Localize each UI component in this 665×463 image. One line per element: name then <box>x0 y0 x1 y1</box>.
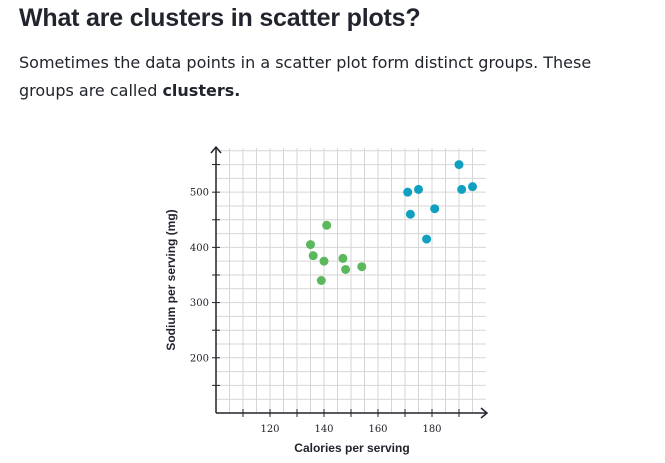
x-tick-label: 160 <box>368 424 387 435</box>
chart-points <box>306 160 477 285</box>
intro-text: Sometimes the data points in a scatter p… <box>19 53 592 100</box>
chart-grid <box>216 148 486 413</box>
x-axis-arrow-icon <box>480 407 489 419</box>
y-axis-arrow-icon <box>210 145 222 154</box>
y-tick-label: 500 <box>190 188 209 199</box>
data-point <box>306 240 315 250</box>
data-point <box>322 220 332 230</box>
data-point <box>316 276 326 285</box>
y-axis-title: Sodium per serving (mg) <box>164 209 178 350</box>
data-point <box>422 234 432 244</box>
y-tick-label: 200 <box>190 353 209 364</box>
x-tick-label: 180 <box>422 424 441 435</box>
data-point <box>341 264 351 274</box>
data-point <box>468 182 477 192</box>
data-point <box>405 209 415 219</box>
data-point <box>308 251 318 261</box>
intro-bold-term: clusters. <box>162 81 241 100</box>
x-tick-label: 120 <box>260 424 279 435</box>
page-title: What are clusters in scatter plots? <box>19 4 421 32</box>
y-tick-label: 400 <box>190 243 209 254</box>
data-point <box>414 184 423 194</box>
intro-paragraph: Sometimes the data points in a scatter p… <box>19 49 649 105</box>
data-point <box>457 184 467 194</box>
chart-ticks: 120 140 160 180 200 300 400 500 <box>190 164 460 435</box>
data-point <box>454 160 464 170</box>
x-tick-label: 140 <box>314 424 333 435</box>
x-axis-title: Calories per serving <box>294 441 409 455</box>
data-point <box>430 204 440 214</box>
data-point <box>338 253 348 263</box>
data-point <box>357 262 367 272</box>
y-tick-label: 300 <box>190 298 209 309</box>
data-point <box>403 187 413 197</box>
data-point <box>319 256 329 266</box>
